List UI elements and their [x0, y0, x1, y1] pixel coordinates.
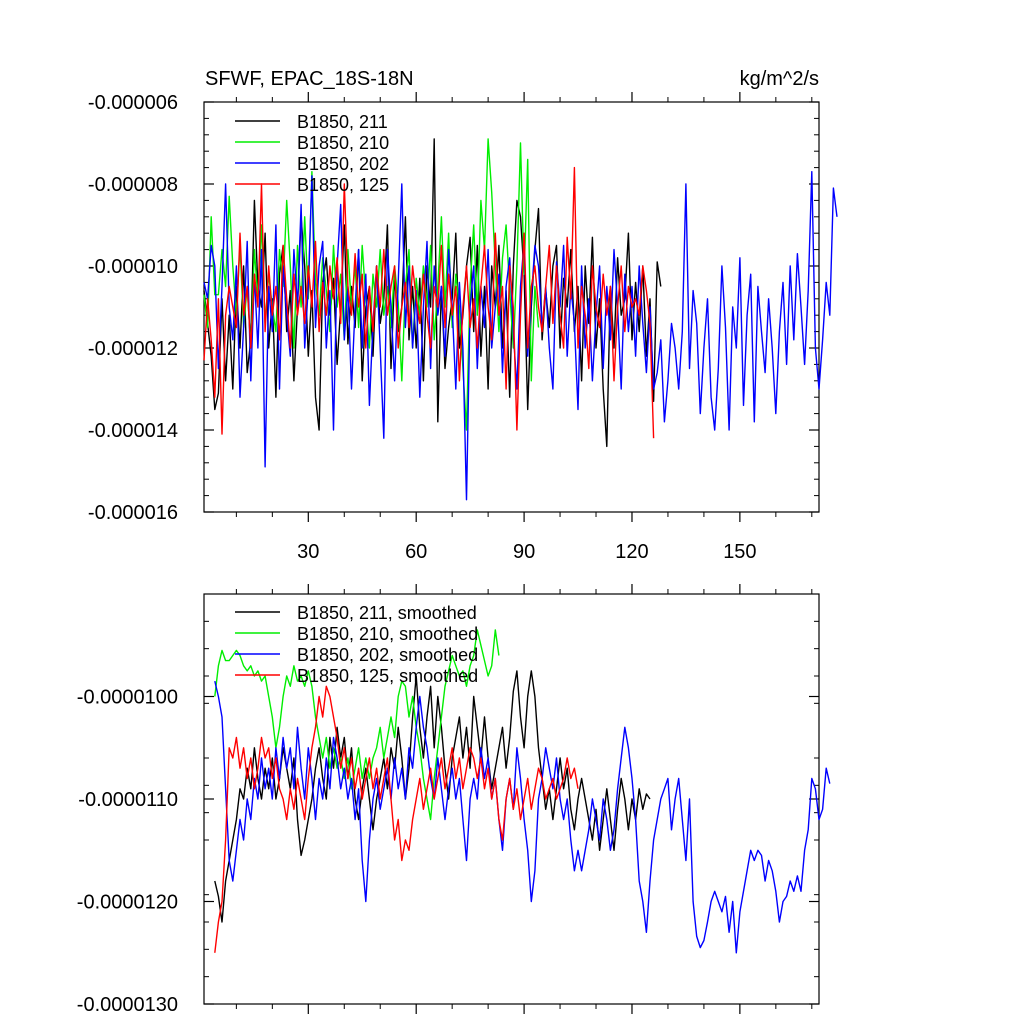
legend-0-1-label: B1850, 210	[297, 133, 389, 153]
y-tick-label: -0.0000120	[77, 892, 178, 914]
bottom-panel: -0.0000100 -0.0000110 -0.0000120 -0.0000130…	[77, 584, 831, 1016]
series-line-1-2	[214, 680, 831, 954]
series-line-1-1	[214, 629, 500, 821]
top-chart-units: kg/m^2/s	[740, 68, 819, 90]
legend-1-0-label: B1850, 211, smoothed	[297, 603, 477, 623]
legend-0-2-label: B1850, 202	[297, 154, 389, 174]
legend-1-1-label: B1850, 210, smoothed	[297, 624, 478, 644]
x-tick-label: 120	[615, 541, 648, 563]
y-tick-label: -0.000006	[88, 92, 178, 114]
y-tick-label: -0.0000110	[78, 789, 178, 811]
x-tick-label: 30	[297, 541, 319, 563]
series-line-0-0	[203, 138, 662, 448]
series-line-0-2	[203, 170, 838, 501]
y-tick-label: -0.000016	[88, 502, 178, 524]
top-plot-frame	[203, 101, 820, 513]
top-legend: B1850, 211 B1850, 210 B1850, 202 B1850, …	[235, 112, 389, 195]
x-tick-label: 150	[723, 541, 756, 563]
legend-0-0-label: B1850, 211	[297, 112, 388, 132]
series-line-1-0	[214, 670, 651, 923]
x-tick-label: 90	[513, 541, 535, 563]
y-tick-label: -0.000010	[88, 256, 178, 278]
series-line-0-3	[203, 166, 655, 439]
top-panel: SFWF, EPAC_18S-18N kg/m^2/s -0.000006 -0.…	[88, 68, 838, 563]
top-chart-title: SFWF, EPAC_18S-18N	[205, 68, 414, 90]
y-tick-label: -0.000014	[88, 420, 178, 442]
legend-1-3-label: B1850, 125, smoothed	[297, 666, 478, 686]
legend-0-3-label: B1850, 125	[297, 175, 389, 195]
y-tick-label: -0.0000130	[77, 994, 178, 1016]
legend-1-2-label: B1850, 202, smoothed	[297, 645, 478, 665]
series-line-1-3	[214, 685, 579, 953]
bottom-legend: B1850, 211, smoothed B1850, 210, smoothe…	[235, 603, 478, 686]
y-tick-label: -0.000008	[88, 174, 178, 196]
x-tick-label: 60	[405, 541, 427, 563]
y-tick-label: -0.0000100	[77, 687, 178, 709]
y-tick-label: -0.000012	[88, 338, 178, 360]
